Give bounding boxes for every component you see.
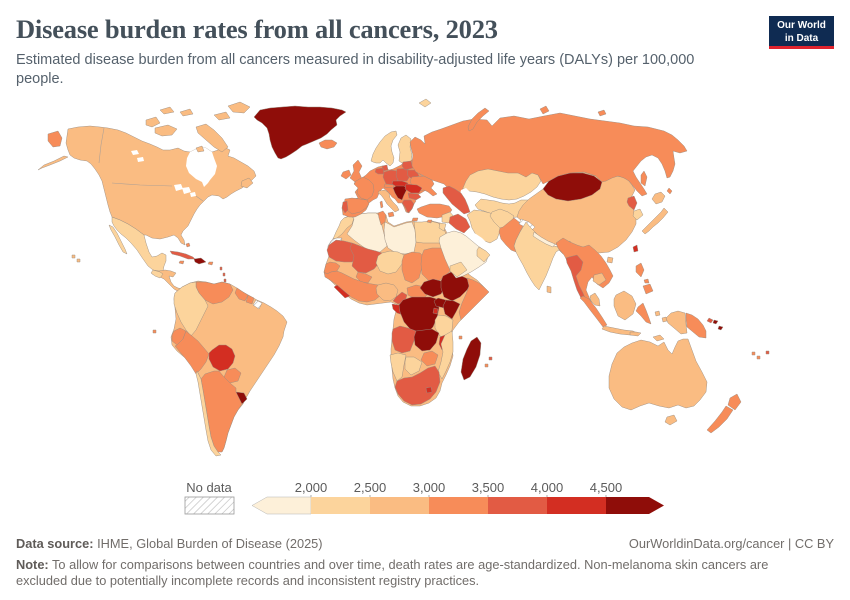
svg-text:3,500: 3,500 — [472, 480, 505, 495]
svg-text:4,500: 4,500 — [590, 480, 623, 495]
svg-text:No data: No data — [186, 480, 232, 495]
svg-text:2,500: 2,500 — [354, 480, 387, 495]
svg-text:2,000: 2,000 — [295, 480, 328, 495]
svg-text:3,000: 3,000 — [413, 480, 446, 495]
svg-text:4,000: 4,000 — [531, 480, 564, 495]
